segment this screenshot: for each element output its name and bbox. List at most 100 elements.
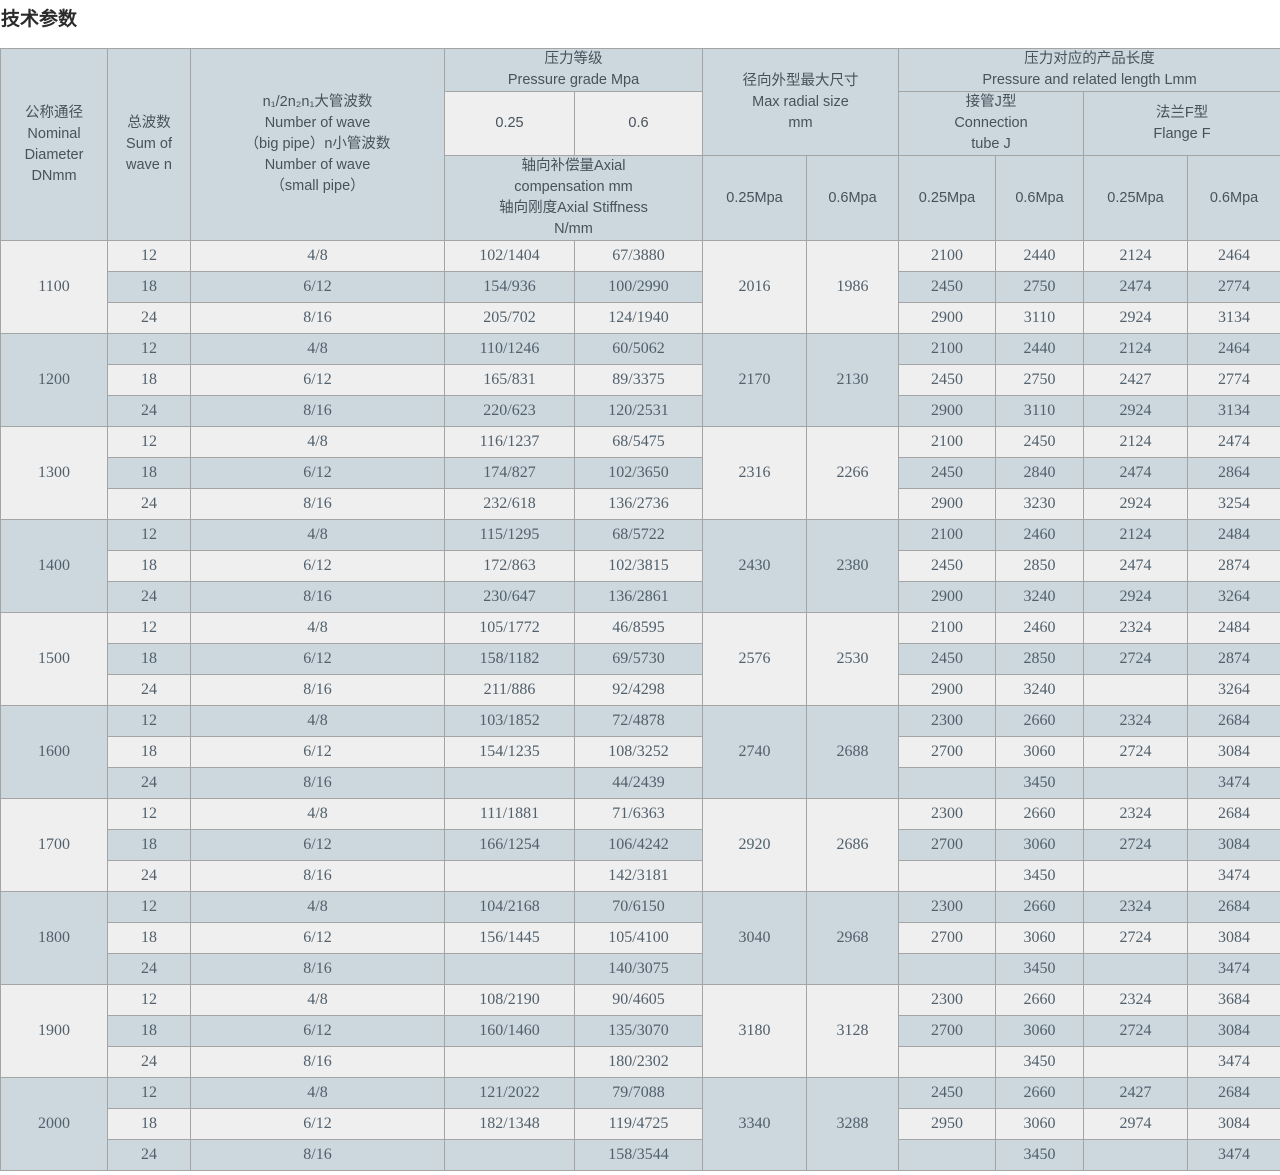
axial-comp-06-cell: 70/6150 — [574, 891, 703, 923]
length-j-025-cell: 2450 — [898, 457, 996, 489]
length-j-06-cell: 3450 — [995, 860, 1084, 892]
axial-comp-06-cell: 142/3181 — [574, 860, 703, 892]
diameter-cell: 1100 — [0, 240, 108, 334]
length-f-025-cell — [1083, 1139, 1188, 1171]
length-j-06-cell: 3060 — [995, 736, 1084, 768]
wave-count-cell: 24 — [107, 674, 191, 706]
axial-comp-06-cell: 140/3075 — [574, 953, 703, 985]
length-j-06-cell: 3450 — [995, 953, 1084, 985]
axial-comp-06-cell: 92/4298 — [574, 674, 703, 706]
axial-comp-06-cell: 89/3375 — [574, 364, 703, 396]
wave-config-cell: 4/8 — [190, 333, 445, 365]
axial-comp-06-cell: 124/1940 — [574, 302, 703, 334]
header-pressure-025: 0.25 — [444, 91, 575, 156]
table-row: 1400 12 4/8 115/1295 68/5722 2430 2380 2100 2460… — [0, 519, 1280, 613]
radial-size-025-cell: 2576 — [702, 612, 807, 706]
length-f-025-cell: 2324 — [1083, 891, 1188, 923]
length-f-06-cell: 3474 — [1186, 953, 1280, 985]
wave-config-cell: 4/8 — [190, 891, 445, 923]
radial-size-06-cell: 3128 — [806, 984, 899, 1078]
axial-comp-06-cell: 106/4242 — [574, 829, 703, 861]
radial-size-025-cell: 3040 — [702, 891, 807, 985]
axial-comp-06-cell: 158/3544 — [574, 1139, 703, 1171]
axial-comp-025-cell: 105/1772 — [444, 612, 575, 644]
axial-comp-025-cell: 220/623 — [444, 395, 575, 427]
axial-comp-06-cell: 108/3252 — [574, 736, 703, 768]
length-j-025-cell — [898, 1139, 996, 1171]
wave-count-cell: 12 — [107, 705, 191, 737]
radial-size-025-cell: 2740 — [702, 705, 807, 799]
length-f-025-cell: 2324 — [1083, 798, 1188, 830]
axial-comp-025-cell: 110/1246 — [444, 333, 575, 365]
length-j-06-cell: 2660 — [995, 1077, 1084, 1109]
diameter-cell: 1900 — [0, 984, 108, 1078]
axial-comp-025-cell: 154/1235 — [444, 736, 575, 768]
axial-comp-06-cell: 100/2990 — [574, 271, 703, 303]
header-radial-025mpa: 0.25Mpa — [702, 155, 807, 241]
axial-comp-025-cell: 111/1881 — [444, 798, 575, 830]
table-header: 公称通径 Nominal Diameter DNmm 总波数 Sum of wa… — [0, 48, 1280, 241]
wave-config-cell: 6/12 — [190, 1015, 445, 1047]
radial-size-025-cell: 2920 — [702, 798, 807, 892]
length-j-06-cell: 2850 — [995, 643, 1084, 675]
axial-comp-06-cell: 60/5062 — [574, 333, 703, 365]
axial-comp-06-cell: 102/3650 — [574, 457, 703, 489]
length-j-025-cell: 2100 — [898, 612, 996, 644]
table-row: 24 8/16 180/2302 3450 3474 — [1, 1046, 1280, 1078]
diameter-cell: 1800 — [0, 891, 108, 985]
wave-count-cell: 12 — [107, 426, 191, 458]
axial-comp-06-cell: 44/2439 — [574, 767, 703, 799]
length-f-06-cell: 2484 — [1186, 612, 1280, 644]
length-j-025-cell: 2300 — [898, 705, 996, 737]
wave-config-cell: 6/12 — [190, 736, 445, 768]
table-row: 24 8/16 142/3181 3450 3474 — [1, 860, 1280, 892]
length-f-025-cell: 2924 — [1083, 488, 1188, 520]
length-j-025-cell: 2300 — [898, 984, 996, 1016]
length-j-025-cell: 2700 — [898, 1015, 996, 1047]
tech-params-table: 公称通径 Nominal Diameter DNmm 总波数 Sum of wa… — [0, 48, 1280, 1171]
length-j-06-cell: 2660 — [995, 891, 1084, 923]
wave-count-cell: 18 — [107, 1108, 191, 1140]
radial-size-025-cell: 2016 — [702, 240, 807, 334]
axial-comp-025-cell: 166/1254 — [444, 829, 575, 861]
header-nominal-diameter: 公称通径 Nominal Diameter DNmm — [0, 48, 108, 241]
table-row: 24 8/16 158/3544 3450 3474 — [1, 1139, 1280, 1171]
wave-config-cell: 4/8 — [190, 705, 445, 737]
header-j-025mpa: 0.25Mpa — [898, 155, 996, 241]
radial-size-06-cell: 2530 — [806, 612, 899, 706]
header-sum-of-wave: 总波数 Sum of wave n — [107, 48, 191, 241]
axial-comp-025-cell: 156/1445 — [444, 922, 575, 954]
table-row: 18 6/12 154/936 100/2990 2450 2750 2474 2774 — [1, 271, 1280, 303]
length-j-06-cell: 2460 — [995, 612, 1084, 644]
axial-comp-025-cell: 158/1182 — [444, 643, 575, 675]
axial-comp-025-cell — [444, 860, 575, 892]
wave-count-cell: 18 — [107, 829, 191, 861]
table-row: 1500 12 4/8 105/1772 46/8595 2576 2530 2100 2460… — [0, 612, 1280, 706]
length-f-06-cell: 2464 — [1186, 240, 1280, 272]
axial-comp-025-cell: 121/2022 — [444, 1077, 575, 1109]
length-j-06-cell: 2840 — [995, 457, 1084, 489]
wave-count-cell: 24 — [107, 302, 191, 334]
wave-config-cell: 4/8 — [190, 1077, 445, 1109]
length-f-025-cell: 2724 — [1083, 736, 1188, 768]
length-j-025-cell — [898, 953, 996, 985]
length-j-025-cell: 2900 — [898, 674, 996, 706]
wave-count-cell: 18 — [107, 457, 191, 489]
length-f-025-cell: 2474 — [1083, 271, 1188, 303]
wave-config-cell: 6/12 — [190, 643, 445, 675]
length-j-06-cell: 2660 — [995, 798, 1084, 830]
length-f-025-cell: 2324 — [1083, 984, 1188, 1016]
length-f-025-cell: 2724 — [1083, 643, 1188, 675]
length-j-06-cell: 3060 — [995, 922, 1084, 954]
axial-comp-025-cell: 211/886 — [444, 674, 575, 706]
table-row: 18 6/12 158/1182 69/5730 2450 2850 2724 2874 — [1, 643, 1280, 675]
radial-size-06-cell: 2266 — [806, 426, 899, 520]
wave-config-cell: 6/12 — [190, 271, 445, 303]
length-j-025-cell: 2950 — [898, 1108, 996, 1140]
length-j-06-cell: 3450 — [995, 1139, 1084, 1171]
table-row: 1800 12 4/8 104/2168 70/6150 3040 2968 2300 2660… — [0, 891, 1280, 985]
axial-comp-06-cell: 135/3070 — [574, 1015, 703, 1047]
length-f-025-cell — [1083, 860, 1188, 892]
wave-count-cell: 24 — [107, 767, 191, 799]
length-j-06-cell: 2660 — [995, 984, 1084, 1016]
